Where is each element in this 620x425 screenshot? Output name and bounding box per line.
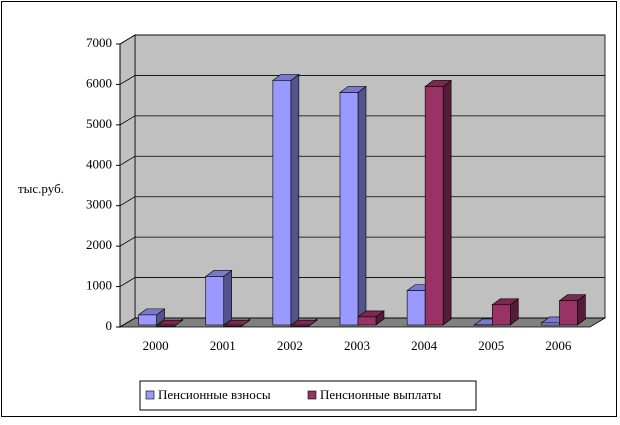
bar [541, 323, 559, 325]
x-tick-label: 2001 [210, 338, 236, 353]
legend-label: Пенсионные выплаты [320, 387, 441, 402]
x-tick-label: 2006 [545, 338, 572, 353]
x-tick-label: 2005 [478, 338, 504, 353]
bar-side [443, 80, 451, 325]
y-tick-label: 0 [106, 318, 113, 333]
x-tick-label: 2004 [411, 338, 438, 353]
bar [492, 305, 510, 325]
y-tick-label: 4000 [86, 156, 112, 171]
y-tick-label: 6000 [86, 75, 112, 90]
bar [273, 80, 291, 325]
y-tick-label: 2000 [86, 237, 112, 252]
y-tick-label: 3000 [86, 197, 112, 212]
bar [407, 291, 425, 325]
bar-side [224, 270, 232, 325]
x-tick-label: 2002 [277, 338, 303, 353]
bar-side [291, 74, 299, 325]
legend-swatch [308, 391, 316, 399]
y-tick-label: 1000 [86, 278, 112, 293]
bar [157, 325, 175, 326]
legend-swatch [146, 391, 154, 399]
bar [139, 315, 157, 325]
x-tick-label: 2000 [143, 338, 169, 353]
side-wall [120, 35, 135, 327]
bar [224, 325, 242, 326]
bar [291, 325, 309, 326]
bar [425, 86, 443, 325]
bar-side [358, 87, 366, 325]
y-axis-label: тыс.руб. [18, 181, 64, 196]
y-tick-label: 7000 [86, 35, 112, 50]
bar [206, 276, 224, 325]
bar [340, 93, 358, 325]
bar [559, 301, 577, 325]
bar [358, 317, 376, 325]
y-tick-label: 5000 [86, 116, 112, 131]
back-wall [135, 35, 605, 318]
legend-label: Пенсионные взносы [158, 387, 271, 402]
x-tick-label: 2003 [344, 338, 370, 353]
